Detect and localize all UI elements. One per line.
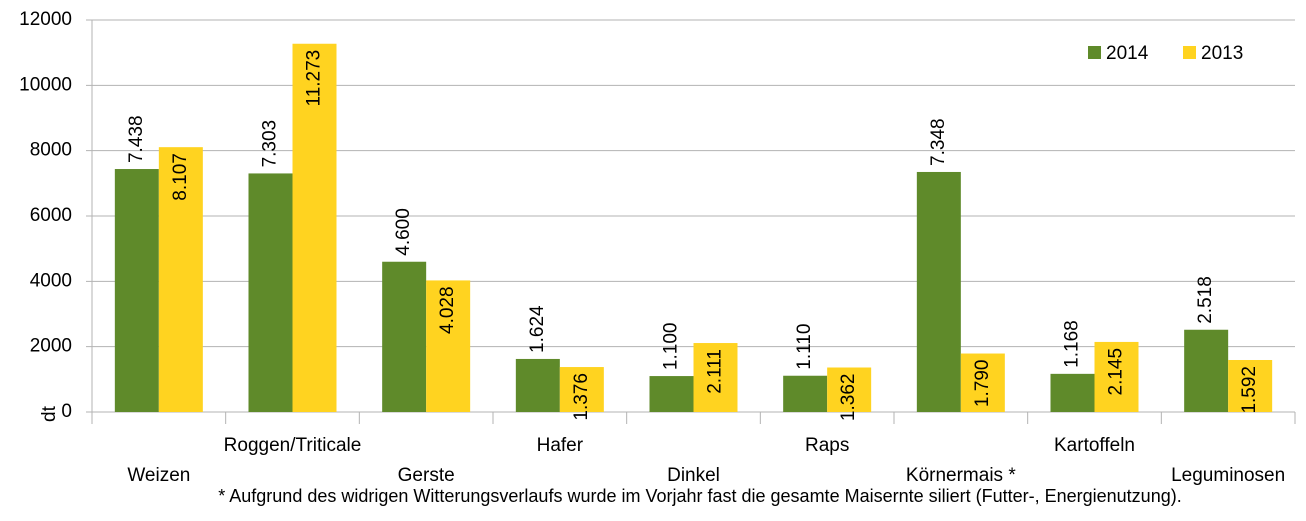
x-tick-label: Kartoffeln: [1054, 435, 1135, 456]
legend-label: 2013: [1201, 43, 1243, 64]
y-tick-label: 0: [61, 401, 72, 422]
bar: [827, 367, 872, 412]
bar: [1228, 359, 1273, 412]
bar: [960, 353, 1005, 412]
x-tick-label: Weizen: [127, 465, 190, 486]
bar: [916, 171, 961, 412]
bar: [693, 343, 738, 412]
x-tick-label: Hafer: [537, 435, 584, 456]
value-label: 8.107: [170, 153, 191, 201]
legend-swatch: [1088, 46, 1101, 59]
legend-label: 2014: [1106, 43, 1149, 64]
value-label: 4.028: [437, 286, 458, 334]
x-tick-label: Roggen/Triticale: [224, 435, 362, 456]
value-label: 7.438: [126, 115, 147, 163]
value-label: 4.600: [393, 208, 414, 256]
value-label: 1.168: [1062, 320, 1083, 368]
x-tick-label: Dinkel: [667, 465, 720, 486]
value-label: 1.592: [1239, 366, 1260, 414]
value-label: 1.376: [571, 373, 592, 421]
y-tick-label: 10000: [19, 74, 72, 95]
bar: [649, 376, 694, 412]
legend-swatch: [1183, 46, 1196, 59]
bar: [114, 169, 159, 412]
value-label: 1.110: [794, 324, 815, 370]
bar: [559, 367, 604, 412]
y-axis-label: dt: [39, 405, 60, 422]
bar: [1184, 329, 1229, 412]
x-tick-label: Gerste: [398, 465, 455, 486]
bar: [1050, 373, 1095, 412]
bar: [426, 280, 471, 412]
bar: [292, 43, 337, 413]
y-tick-label: 12000: [19, 9, 72, 30]
value-label: 1.790: [972, 360, 993, 408]
x-tick-label: Raps: [805, 435, 849, 456]
bar: [783, 375, 828, 412]
value-label: 2.111: [705, 349, 726, 394]
y-tick-label: 2000: [30, 336, 72, 357]
bar: [515, 358, 560, 412]
x-tick-label: Körnermais *: [906, 465, 1016, 486]
value-label: 7.303: [260, 120, 281, 168]
value-label: 1.100: [661, 323, 682, 371]
bar: [1094, 341, 1139, 412]
value-label: 1.624: [527, 305, 548, 353]
value-label: 1.362: [838, 374, 859, 422]
y-tick-label: 4000: [30, 270, 72, 291]
bar: [382, 261, 427, 412]
x-tick-label: Leguminosen: [1171, 465, 1285, 486]
value-label: 2.145: [1106, 348, 1127, 396]
value-label: 11.273: [304, 50, 325, 107]
value-label: 2.518: [1195, 276, 1216, 324]
bar: [248, 173, 293, 412]
y-tick-label: 8000: [30, 140, 72, 161]
value-label: 7.348: [928, 118, 949, 166]
footnote: * Aufgrund des widrigen Witterungsverlau…: [218, 486, 1181, 506]
bar: [158, 147, 203, 412]
y-tick-label: 6000: [30, 205, 72, 226]
